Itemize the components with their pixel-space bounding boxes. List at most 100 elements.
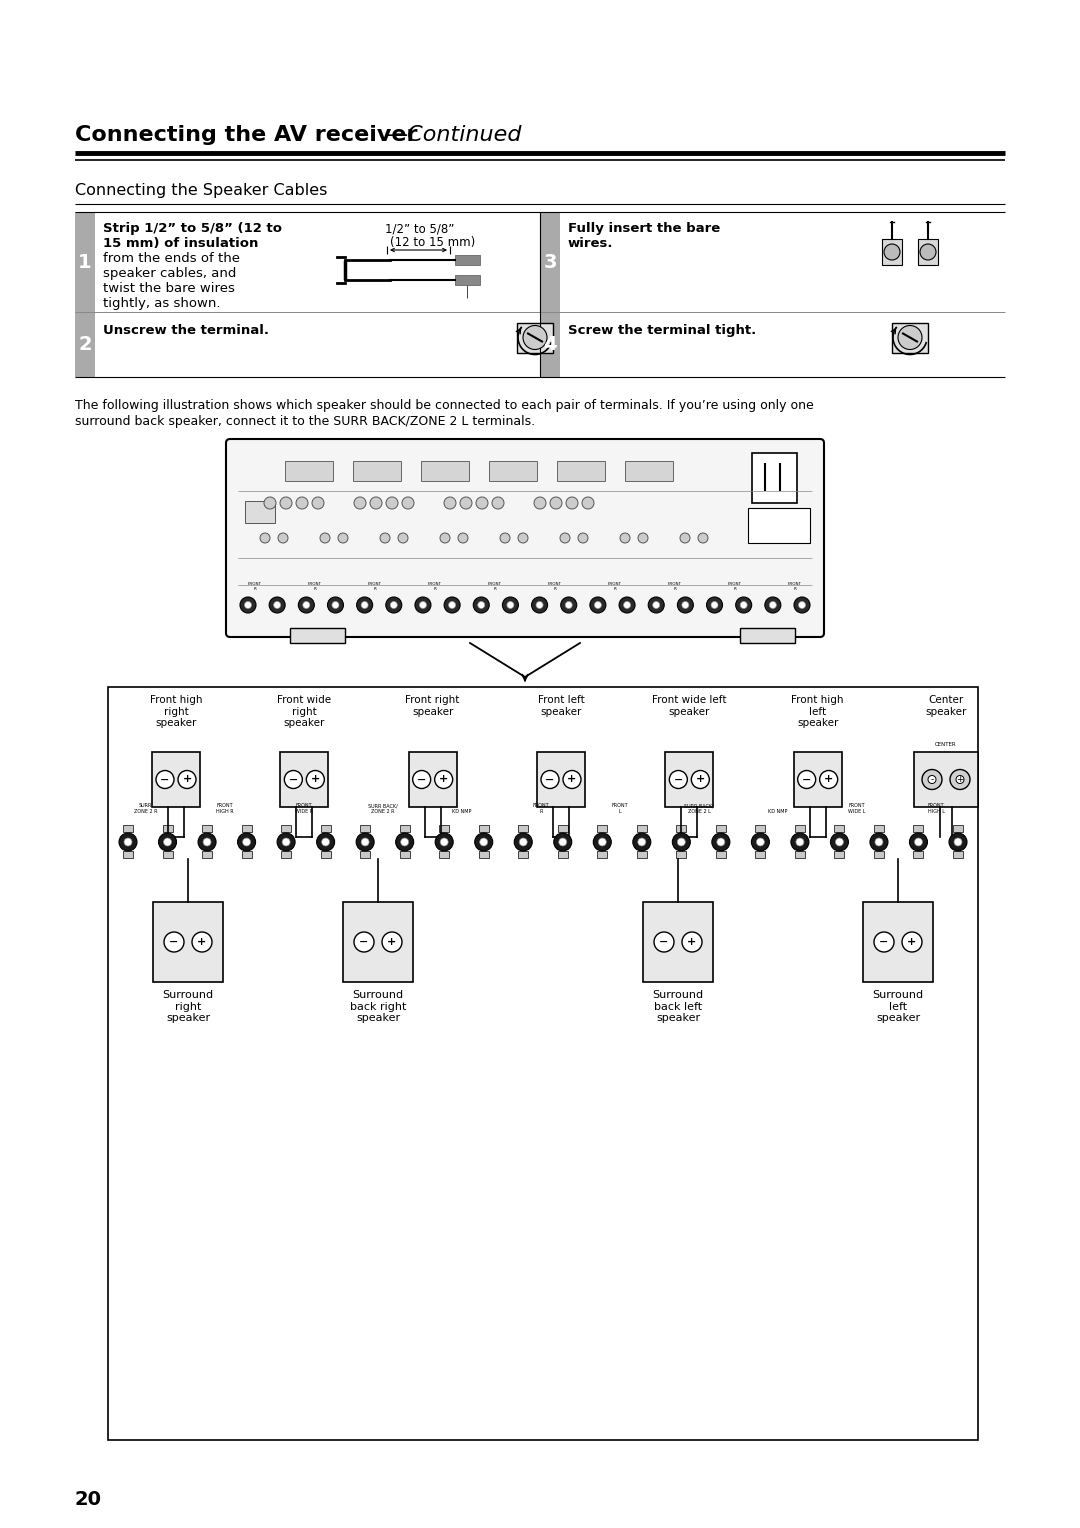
Circle shape — [458, 533, 468, 542]
Circle shape — [712, 833, 730, 851]
Circle shape — [370, 497, 382, 509]
Bar — [863, 902, 933, 983]
Bar — [455, 275, 480, 286]
Bar — [953, 851, 963, 859]
Circle shape — [949, 833, 967, 851]
Circle shape — [798, 770, 815, 788]
Text: FRONT
R: FRONT R — [368, 582, 382, 591]
Circle shape — [296, 497, 308, 509]
Bar — [748, 507, 810, 542]
Bar — [281, 752, 328, 807]
Bar — [242, 851, 252, 859]
Text: speaker cables, and: speaker cables, and — [103, 267, 237, 280]
Circle shape — [902, 932, 922, 952]
Bar — [918, 238, 939, 264]
Circle shape — [598, 837, 606, 847]
Circle shape — [399, 533, 408, 542]
Circle shape — [476, 497, 488, 509]
Bar — [882, 238, 902, 264]
Text: FRONT
WIDE R: FRONT WIDE R — [295, 804, 313, 814]
Bar — [637, 825, 647, 833]
Circle shape — [356, 833, 374, 851]
Circle shape — [536, 602, 543, 608]
Circle shape — [156, 770, 174, 788]
Text: +: + — [311, 775, 320, 784]
Circle shape — [316, 833, 335, 851]
Bar — [162, 825, 173, 833]
Text: Front right
speaker: Front right speaker — [405, 695, 460, 717]
Circle shape — [354, 497, 366, 509]
Text: (12 to 15 mm): (12 to 15 mm) — [390, 235, 475, 249]
Circle shape — [307, 770, 324, 788]
Bar — [716, 851, 726, 859]
Circle shape — [434, 770, 453, 788]
Circle shape — [327, 597, 343, 613]
Circle shape — [670, 770, 687, 788]
Text: 4: 4 — [543, 335, 557, 354]
Text: FRONT
HIGH L: FRONT HIGH L — [928, 804, 945, 814]
Bar — [285, 461, 333, 481]
Text: −: − — [802, 775, 811, 784]
Text: Front high
left
speaker: Front high left speaker — [792, 695, 843, 729]
Circle shape — [698, 533, 708, 542]
Circle shape — [794, 597, 810, 613]
Circle shape — [448, 602, 456, 608]
Bar — [914, 851, 923, 859]
Circle shape — [338, 533, 348, 542]
Circle shape — [691, 770, 710, 788]
Text: Front left
speaker: Front left speaker — [538, 695, 584, 717]
Circle shape — [870, 833, 888, 851]
Bar — [400, 825, 409, 833]
Circle shape — [836, 837, 843, 847]
Circle shape — [164, 932, 184, 952]
Text: +: + — [567, 775, 577, 784]
Text: −: − — [674, 775, 683, 784]
Circle shape — [519, 837, 527, 847]
Circle shape — [550, 497, 562, 509]
Bar — [557, 851, 568, 859]
Circle shape — [473, 597, 489, 613]
Text: +: + — [907, 937, 917, 947]
Circle shape — [269, 597, 285, 613]
Bar — [794, 752, 841, 807]
Text: Front wide
right
speaker: Front wide right speaker — [278, 695, 332, 729]
Bar — [153, 902, 222, 983]
Circle shape — [395, 833, 414, 851]
Bar — [540, 212, 561, 312]
Circle shape — [282, 837, 291, 847]
Bar — [914, 752, 978, 807]
Circle shape — [897, 325, 922, 350]
Bar — [162, 851, 173, 859]
Circle shape — [874, 932, 894, 952]
Circle shape — [192, 932, 212, 952]
Bar — [676, 825, 686, 833]
Circle shape — [354, 932, 374, 952]
Text: Center
speaker: Center speaker — [926, 695, 967, 717]
Circle shape — [441, 837, 448, 847]
Bar — [489, 461, 537, 481]
Bar — [625, 461, 673, 481]
Circle shape — [203, 837, 211, 847]
Circle shape — [514, 833, 532, 851]
Bar — [835, 825, 845, 833]
Circle shape — [284, 770, 302, 788]
Text: Front wide left
speaker: Front wide left speaker — [652, 695, 727, 717]
Text: Connecting the Speaker Cables: Connecting the Speaker Cables — [75, 182, 327, 197]
Circle shape — [382, 932, 402, 952]
Text: CENTER: CENTER — [935, 743, 957, 747]
Text: −: − — [170, 937, 178, 947]
Bar — [202, 825, 212, 833]
Text: 15 mm) of insulation: 15 mm) of insulation — [103, 237, 258, 251]
Bar — [455, 255, 480, 264]
Circle shape — [238, 833, 256, 851]
Circle shape — [444, 497, 456, 509]
Bar — [360, 825, 370, 833]
Bar — [242, 825, 252, 833]
Circle shape — [264, 497, 276, 509]
Text: 2: 2 — [78, 335, 92, 354]
Circle shape — [565, 602, 572, 608]
Circle shape — [444, 597, 460, 613]
Text: —Continued: —Continued — [384, 125, 522, 145]
Text: KD NMP: KD NMP — [453, 808, 472, 814]
Circle shape — [534, 497, 546, 509]
